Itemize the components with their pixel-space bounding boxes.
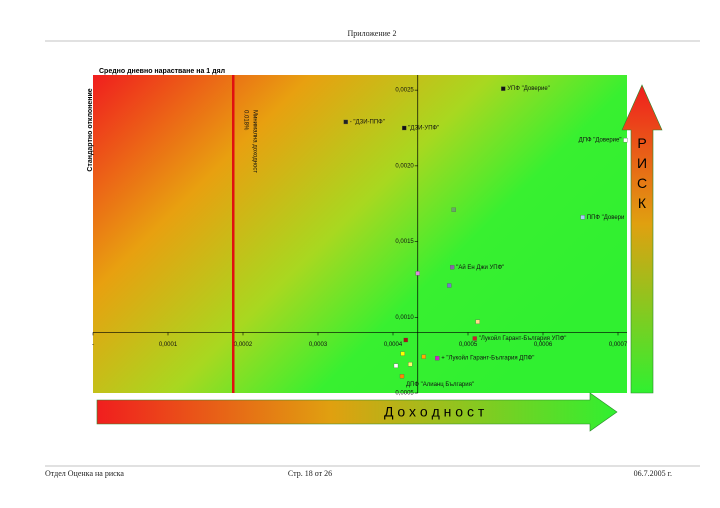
point	[475, 319, 480, 324]
point	[447, 283, 452, 288]
reference-label: Минимална доходност	[252, 110, 258, 173]
x-tick-label: 0,0003	[309, 342, 328, 348]
point-label: + "Лукойл Гарант-България ДПФ"	[441, 355, 534, 362]
point	[580, 215, 585, 220]
point	[393, 363, 399, 368]
chart-title: Средно дневно нарастване на 1 дял	[99, 68, 225, 75]
y-tick-label: 0,0025	[395, 88, 414, 94]
y-tick-label: 0,0005	[395, 391, 414, 397]
risk-arrow	[621, 84, 663, 394]
x-tick-label: 0,0001	[159, 342, 178, 348]
x-tick-label: 0,0006	[534, 342, 553, 348]
point	[451, 207, 456, 212]
footer-left: Отдел Оценка на риска	[45, 469, 124, 478]
point	[415, 271, 420, 276]
risk-arrow-label: РИСК	[634, 135, 650, 215]
point	[408, 362, 413, 367]
point-label: - "ДЗИ-ППФ"	[350, 120, 385, 126]
point	[399, 374, 405, 379]
reference-label: 0.018%	[243, 110, 249, 131]
header-title: Приложение 2	[348, 29, 397, 38]
point	[501, 86, 506, 91]
plot-background	[93, 75, 627, 393]
x-tick-label: 0,0007	[609, 342, 628, 348]
point	[400, 351, 405, 356]
point	[343, 119, 348, 125]
point-label: ДПФ "Доверие"	[579, 138, 622, 144]
point	[402, 125, 407, 131]
point-label: "Ай Ен Джи УПФ"	[456, 264, 504, 271]
y-axis-label: Стандартно отклонение	[87, 88, 94, 171]
point	[472, 336, 477, 341]
y-tick-label: 0,0010	[395, 315, 414, 321]
x-tick-label: -	[92, 342, 94, 348]
point	[403, 337, 408, 343]
point-label: "Лукойл Гарант-България УПФ"	[479, 335, 567, 342]
x-tick-label: 0,0004	[384, 342, 403, 348]
point-label: ППФ "Довери	[587, 215, 625, 221]
return-arrow	[96, 392, 618, 432]
point-label: "ДЗИ-УПФ"	[408, 126, 439, 132]
x-tick-label: 0,0005	[459, 342, 478, 348]
point-label: ДПФ "Алианц България"	[406, 382, 474, 388]
point	[421, 354, 426, 359]
point	[623, 137, 628, 143]
return-arrow-label: Д о х о д н о с т	[384, 404, 485, 420]
footer-center: Стр. 18 от 26	[288, 469, 332, 478]
x-tick-label: 0,0002	[234, 342, 253, 348]
footer-right: 06.7.2005 г.	[634, 469, 672, 478]
y-tick-label: 0,0020	[395, 163, 414, 169]
point-label: УПФ "Доверие"	[507, 86, 550, 92]
y-tick-label: 0,0015	[395, 239, 414, 245]
point	[450, 265, 455, 270]
point	[435, 356, 440, 361]
